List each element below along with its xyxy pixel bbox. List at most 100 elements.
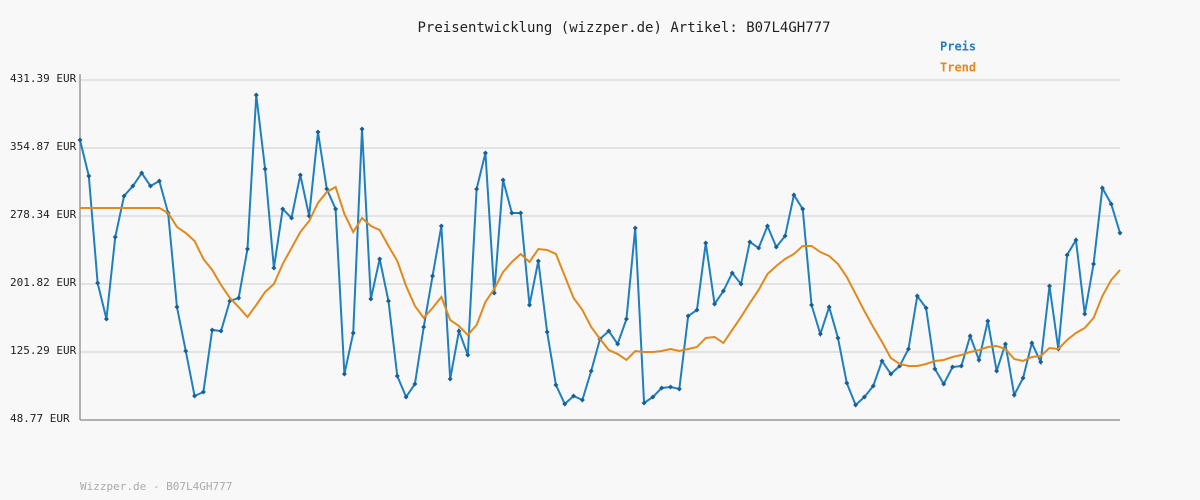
point-marker	[200, 389, 206, 395]
point-marker	[958, 363, 964, 369]
point-marker	[1091, 261, 1097, 267]
point-marker	[1029, 340, 1035, 346]
point-marker	[130, 183, 136, 189]
point-marker	[280, 206, 286, 212]
point-marker	[394, 373, 400, 379]
point-marker	[720, 288, 726, 294]
point-marker	[430, 273, 436, 279]
point-marker	[870, 383, 876, 389]
point-marker	[77, 137, 83, 143]
point-marker	[518, 210, 524, 216]
point-marker	[500, 177, 506, 183]
point-marker	[809, 302, 815, 308]
point-marker	[950, 364, 956, 370]
point-marker	[606, 328, 612, 334]
series-line	[80, 185, 1121, 368]
chart-title: Preisentwicklung (wizzper.de) Artikel: B…	[417, 20, 830, 36]
point-marker	[923, 305, 929, 311]
point-marker	[562, 401, 568, 407]
footer: Wizzper.de - B07L4GH777	[80, 480, 232, 493]
point-marker	[914, 293, 920, 299]
point-marker	[905, 346, 911, 352]
point-marker	[148, 183, 154, 189]
y-tick-label: 354.87 EUR	[10, 140, 77, 153]
point-marker	[817, 331, 823, 337]
series-line	[79, 94, 1121, 407]
point-marker	[209, 327, 215, 333]
point-marker	[985, 318, 991, 324]
y-tick-label: 48.77 EUR	[10, 412, 70, 425]
point-marker	[791, 192, 797, 198]
point-marker	[403, 394, 409, 400]
point-marker	[994, 368, 1000, 374]
point-marker	[253, 92, 259, 98]
point-marker	[756, 245, 762, 251]
y-tick-label: 201.82 EUR	[10, 276, 77, 289]
point-marker	[1038, 359, 1044, 365]
point-marker	[579, 397, 585, 403]
point-marker	[271, 265, 277, 271]
point-marker	[139, 170, 145, 176]
point-marker	[192, 393, 198, 399]
legend-entry: Preis	[940, 40, 976, 54]
point-marker	[747, 239, 753, 245]
point-marker	[156, 178, 162, 184]
point-marker	[632, 225, 638, 231]
point-marker	[438, 223, 444, 229]
point-marker	[853, 402, 859, 408]
point-marker	[1046, 283, 1052, 289]
point-marker	[694, 307, 700, 313]
point-marker	[482, 150, 488, 156]
point-marker	[764, 223, 770, 229]
point-marker	[782, 233, 788, 239]
point-marker	[465, 352, 471, 358]
point-marker	[535, 258, 541, 264]
point-marker	[1108, 201, 1114, 207]
point-marker	[668, 384, 674, 390]
point-marker	[95, 280, 101, 286]
point-marker	[888, 371, 894, 377]
point-marker	[289, 215, 295, 221]
point-marker	[350, 330, 356, 336]
point-marker	[703, 240, 709, 246]
point-marker	[262, 166, 268, 172]
point-marker	[676, 386, 682, 392]
point-marker	[112, 234, 118, 240]
point-marker	[685, 313, 691, 319]
point-marker	[844, 380, 850, 386]
point-marker	[544, 329, 550, 335]
point-marker	[1073, 237, 1079, 243]
point-marker	[932, 366, 938, 372]
point-marker	[218, 328, 224, 334]
y-tick-label: 125.29 EUR	[10, 344, 77, 357]
point-marker	[385, 298, 391, 304]
point-marker	[1064, 252, 1070, 258]
point-marker	[174, 304, 180, 310]
point-marker	[879, 358, 885, 364]
y-tick-label: 431.39 EUR	[10, 72, 77, 85]
point-marker	[967, 333, 973, 339]
point-marker	[800, 206, 806, 212]
point-marker	[447, 376, 453, 382]
point-marker	[861, 394, 867, 400]
point-marker	[421, 324, 427, 330]
point-marker	[1117, 230, 1123, 236]
point-marker	[474, 186, 480, 192]
point-marker	[86, 173, 92, 179]
point-marker	[412, 381, 418, 387]
point-marker	[341, 371, 347, 377]
point-marker	[297, 172, 303, 178]
point-marker	[183, 348, 189, 354]
legend-entry: Trend	[940, 61, 976, 75]
point-marker	[1011, 392, 1017, 398]
point-marker	[315, 129, 321, 135]
point-marker	[615, 341, 621, 347]
point-marker	[729, 270, 735, 276]
point-marker	[1002, 341, 1008, 347]
point-marker	[773, 244, 779, 250]
point-marker	[526, 302, 532, 308]
point-marker	[659, 385, 665, 391]
point-marker	[456, 328, 462, 334]
point-marker	[1082, 311, 1088, 317]
